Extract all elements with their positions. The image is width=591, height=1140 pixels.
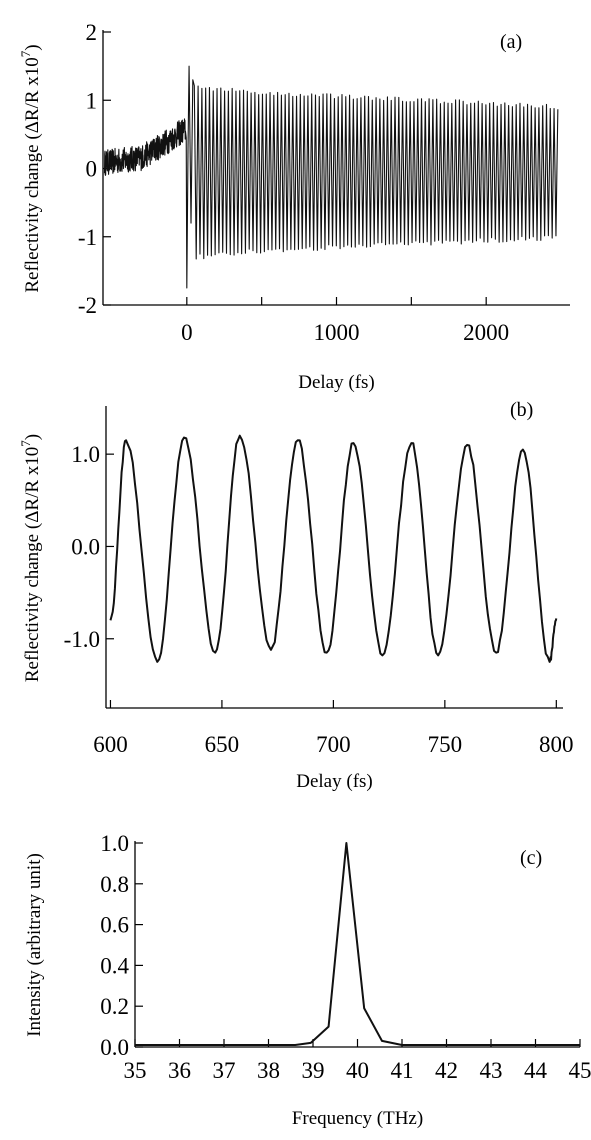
x-tick-label: 41 [391, 1058, 414, 1083]
y-axis-label-close: ) [22, 434, 43, 440]
x-tick-label: 35 [124, 1058, 147, 1083]
x-tick-label: 45 [569, 1058, 591, 1083]
y-tick-label: -2 [78, 293, 97, 318]
y-tick-label: -1 [78, 225, 97, 250]
y-axis-label-text: Reflectivity change (ΔR/R x10 [22, 57, 43, 292]
x-tick-label: 42 [435, 1058, 458, 1083]
y-tick-label: 0.6 [100, 913, 129, 938]
x-tick-label: 40 [346, 1058, 369, 1083]
y-axis-label-superscript: 7 [18, 50, 33, 57]
y-axis-label: Intensity (arbitrary unit) [24, 853, 45, 1037]
y-tick-label: -1.0 [64, 627, 100, 652]
x-tick-label: 650 [205, 732, 240, 757]
x-tick-label: 800 [539, 732, 574, 757]
x-tick-label: 1000 [314, 320, 360, 345]
x-tick-label: 43 [480, 1058, 503, 1083]
x-tick-label: 39 [302, 1058, 325, 1083]
y-tick-label: 0.8 [100, 872, 129, 897]
chart-panel-1: 2 1 0 -1 -2 0 1000 2000 Delay (fs) Reflectivity c… [18, 20, 570, 393]
y-tick-label: 1 [86, 88, 98, 113]
x-axis-label: Frequency (THz) [292, 1108, 423, 1129]
x-tick-label: 2000 [463, 320, 509, 345]
y-tick-label: 0.4 [100, 953, 129, 978]
x-axis-label: Delay (fs) [296, 771, 373, 792]
y-axis-label-text: Reflectivity change (ΔR/R x10 [22, 447, 43, 682]
x-tick-label: 750 [428, 732, 463, 757]
panel-label: (c) [520, 847, 542, 869]
chart-panel-3: 0.0 0.2 0.4 0.6 0.8 1.0 35 36 37 38 39 40 41 42 43 44 45… [24, 831, 591, 1129]
y-axis-label: Reflectivity change (ΔR/R x107) [18, 44, 43, 292]
y-axis-label-superscript: 7 [18, 440, 33, 447]
x-axis-label: Delay (fs) [298, 372, 375, 393]
data-series-line [135, 842, 580, 1046]
data-series-line [103, 65, 559, 289]
panel-label: (b) [510, 399, 533, 421]
y-tick-label: 0 [86, 157, 98, 182]
x-tick-label: 37 [213, 1058, 236, 1083]
y-axis-label-text: Intensity (arbitrary unit) [24, 853, 45, 1037]
x-tick-label: 44 [524, 1058, 548, 1083]
x-tick-label: 38 [257, 1058, 280, 1083]
y-tick-label: 0.0 [71, 534, 100, 559]
x-tick-label: 36 [168, 1058, 191, 1083]
y-axis-label-close: ) [22, 44, 43, 50]
y-tick-label: 1.0 [71, 442, 100, 467]
x-tick-label: 600 [93, 732, 128, 757]
y-tick-label: 0.2 [100, 994, 129, 1019]
y-axis-label: Reflectivity change (ΔR/R x107) [18, 434, 43, 682]
data-series-line [109, 434, 558, 663]
panel-label: (a) [500, 31, 522, 53]
y-tick-label: 0.0 [100, 1035, 129, 1060]
y-tick-label: 2 [86, 20, 98, 45]
x-tick-label: 700 [316, 732, 351, 757]
chart-panel-2: 1.0 0.0 -1.0 600 650 700 750 800 Delay (fs) Refle… [18, 399, 574, 792]
y-tick-label: 1.0 [100, 831, 129, 856]
x-tick-label: 0 [181, 320, 193, 345]
